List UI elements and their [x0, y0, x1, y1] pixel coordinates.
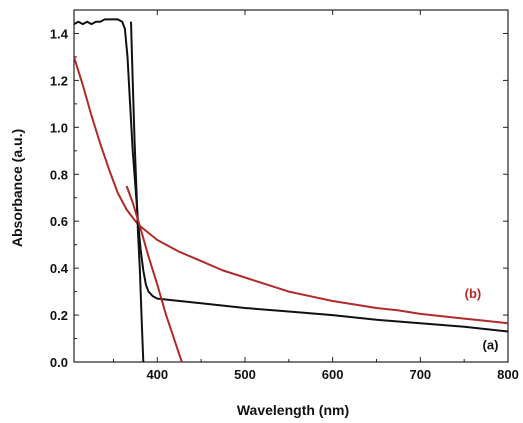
series-a-tangent-line [130, 21, 145, 362]
y-tick-label: 0.8 [50, 167, 68, 182]
y-tick-label: 1.2 [50, 73, 68, 88]
series-label-b: (b) [465, 286, 482, 301]
plot-frame [73, 9, 509, 363]
x-tick-label: 500 [234, 367, 256, 382]
x-tick-label: 800 [497, 367, 519, 382]
x-axis-title: Wavelength (nm) [237, 402, 349, 418]
x-tick-label: 600 [322, 367, 344, 382]
y-tick-label: 0.4 [50, 261, 69, 276]
y-tick-label: 0.2 [50, 308, 68, 323]
x-tick-label: 400 [146, 367, 168, 382]
y-axis-title: Absorbance (a.u.) [9, 129, 25, 247]
y-tick-label: 1.4 [50, 26, 69, 41]
y-tick-label: 0.6 [50, 214, 68, 229]
x-tick-label: 700 [409, 367, 431, 382]
y-tick-label: 0.0 [50, 355, 68, 370]
y-tick-label: 1.0 [50, 120, 68, 135]
series-a-line [74, 18, 508, 333]
series-b-line [74, 56, 508, 325]
series-b-tangent-line [125, 185, 183, 362]
series-label-a: (a) [483, 338, 499, 353]
